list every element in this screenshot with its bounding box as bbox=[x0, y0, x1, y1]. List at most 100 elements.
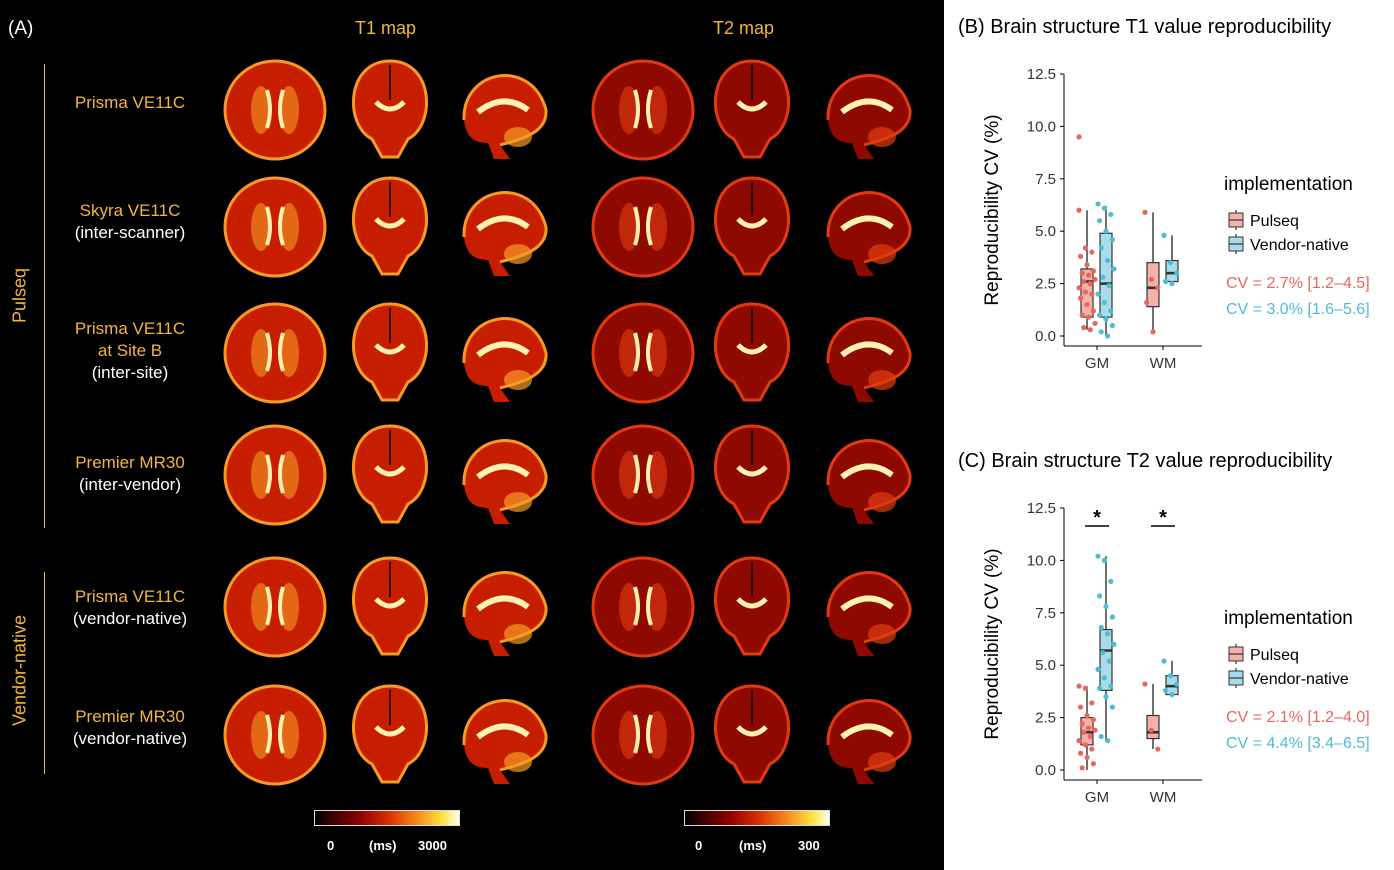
data-point bbox=[1078, 704, 1084, 710]
t1-axial-slice-image bbox=[223, 684, 327, 786]
row-label-line2: (inter-scanner) bbox=[74, 223, 186, 242]
legend-title: implementation bbox=[1224, 174, 1353, 195]
t2-sagittal-slice-image bbox=[826, 317, 912, 402]
data-point bbox=[1148, 727, 1154, 733]
y-axis-label: Reproducibility CV (%) bbox=[982, 548, 1003, 739]
data-point bbox=[1109, 236, 1115, 243]
data-point bbox=[1108, 308, 1114, 314]
y-tick-label: 10.0 bbox=[1027, 118, 1056, 135]
row-label: Prisma VE11C (vendor-native) bbox=[30, 586, 230, 630]
row-label-line2: (inter-vendor) bbox=[78, 475, 182, 494]
data-point bbox=[1150, 329, 1156, 335]
cv-annotation: CV = 2.1% [1.2–4.0] bbox=[1226, 709, 1370, 726]
data-point bbox=[1089, 291, 1095, 297]
y-tick-label: 10.0 bbox=[1027, 552, 1056, 569]
legend-label: Pulseq bbox=[1250, 647, 1299, 664]
data-point bbox=[1092, 276, 1098, 283]
y-tick-label: 12.5 bbox=[1027, 66, 1056, 83]
data-point bbox=[1079, 721, 1085, 727]
data-point bbox=[1161, 658, 1167, 664]
t1-colorbar-min: 0 bbox=[327, 838, 335, 853]
data-point bbox=[1169, 281, 1175, 287]
data-point bbox=[1101, 205, 1107, 211]
row-label: Premier MR30 (vendor-native) bbox=[30, 706, 230, 750]
t2-colorbar bbox=[684, 810, 830, 826]
data-point bbox=[1148, 276, 1154, 283]
t2-sagittal-slice-image bbox=[826, 191, 912, 276]
data-point bbox=[1108, 211, 1114, 218]
row-label: Skyra VE11C (inter-scanner) bbox=[30, 200, 230, 244]
vendor-group-line bbox=[44, 572, 45, 774]
t1-sagittal-slice-image bbox=[462, 699, 548, 784]
data-point bbox=[1103, 694, 1109, 700]
chart-c: 0.0 2.5 5.0 7.5 10.0 12.5 Reproducibility CV (… bbox=[982, 500, 1370, 806]
t1-sagittal-slice-image bbox=[462, 439, 548, 524]
data-point bbox=[1076, 285, 1082, 291]
data-point bbox=[1098, 733, 1104, 740]
t2-sagittal-slice-image bbox=[826, 699, 912, 784]
data-point bbox=[1111, 641, 1117, 647]
row-label-line2: at Site B bbox=[97, 341, 163, 360]
data-point bbox=[1076, 134, 1082, 140]
data-point bbox=[1109, 614, 1115, 620]
box-iqr bbox=[1146, 714, 1160, 740]
data-point bbox=[1111, 266, 1117, 272]
row-label: Prisma VE11C at Site B (inter-site) bbox=[30, 318, 230, 384]
t2-axial-slice-image bbox=[591, 556, 695, 658]
y-tick-label: 0.0 bbox=[1035, 762, 1056, 779]
t2-coronal-slice-image bbox=[713, 59, 791, 159]
t1-sagittal-slice-image bbox=[462, 571, 548, 656]
data-point bbox=[1090, 308, 1096, 314]
data-point bbox=[1084, 301, 1090, 308]
t2-axial-slice-image bbox=[591, 59, 695, 161]
y-tick-label: 2.5 bbox=[1035, 710, 1056, 727]
data-point bbox=[1078, 295, 1084, 301]
legend-label: Vendor-native bbox=[1250, 237, 1349, 254]
data-point bbox=[1095, 666, 1101, 672]
legend-title: implementation bbox=[1224, 608, 1353, 629]
t2-axial-slice-image bbox=[591, 684, 695, 786]
data-point bbox=[1089, 700, 1095, 706]
data-point bbox=[1109, 704, 1115, 710]
data-point bbox=[1106, 658, 1112, 664]
t2-colorbar-max: 300 bbox=[798, 838, 820, 853]
t1-sagittal-slice-image bbox=[462, 317, 548, 402]
data-point bbox=[1086, 314, 1092, 320]
t1-colorbar-unit: (ms) bbox=[369, 838, 397, 853]
t1-axial-slice-image bbox=[223, 59, 327, 161]
data-point bbox=[1095, 201, 1101, 207]
data-point bbox=[1144, 299, 1150, 306]
data-point bbox=[1098, 329, 1104, 335]
data-point bbox=[1097, 593, 1103, 599]
row-label-line1: Premier MR30 bbox=[75, 453, 185, 472]
row-label: Premier MR30 (inter-vendor) bbox=[30, 452, 230, 496]
data-point bbox=[1103, 228, 1109, 234]
t2-colorbar-unit: (ms) bbox=[739, 838, 767, 853]
data-point bbox=[1081, 278, 1087, 285]
y-tick-label: 0.0 bbox=[1035, 328, 1056, 345]
data-point bbox=[1079, 270, 1085, 276]
t1-coronal-slice-image bbox=[351, 176, 429, 276]
x-tick-label: GM bbox=[1085, 355, 1109, 372]
data-point bbox=[1081, 325, 1087, 331]
data-point bbox=[1090, 717, 1096, 723]
significance-star: * bbox=[1159, 507, 1167, 529]
data-point bbox=[1174, 681, 1180, 687]
t2-coronal-slice-image bbox=[713, 302, 791, 402]
data-point bbox=[1092, 320, 1098, 327]
data-point bbox=[1108, 683, 1114, 689]
t2-map-title: T2 map bbox=[713, 18, 775, 38]
t1-coronal-slice-image bbox=[351, 556, 429, 656]
t2-sagittal-slice-image bbox=[826, 439, 912, 524]
y-tick-label: 7.5 bbox=[1035, 171, 1056, 188]
data-point bbox=[1155, 746, 1161, 752]
t1-coronal-slice-image bbox=[351, 424, 429, 524]
t1-axial-slice-image bbox=[223, 176, 327, 278]
row-label-line1: Prisma VE11C bbox=[74, 93, 186, 112]
row-label-line3: (inter-site) bbox=[91, 363, 169, 382]
data-point bbox=[1087, 281, 1093, 287]
cv-annotation: CV = 4.4% [3.4–6.5] bbox=[1226, 735, 1370, 752]
data-point bbox=[1106, 283, 1112, 289]
t1-sagittal-slice-image bbox=[462, 74, 548, 159]
data-point bbox=[1087, 733, 1093, 740]
